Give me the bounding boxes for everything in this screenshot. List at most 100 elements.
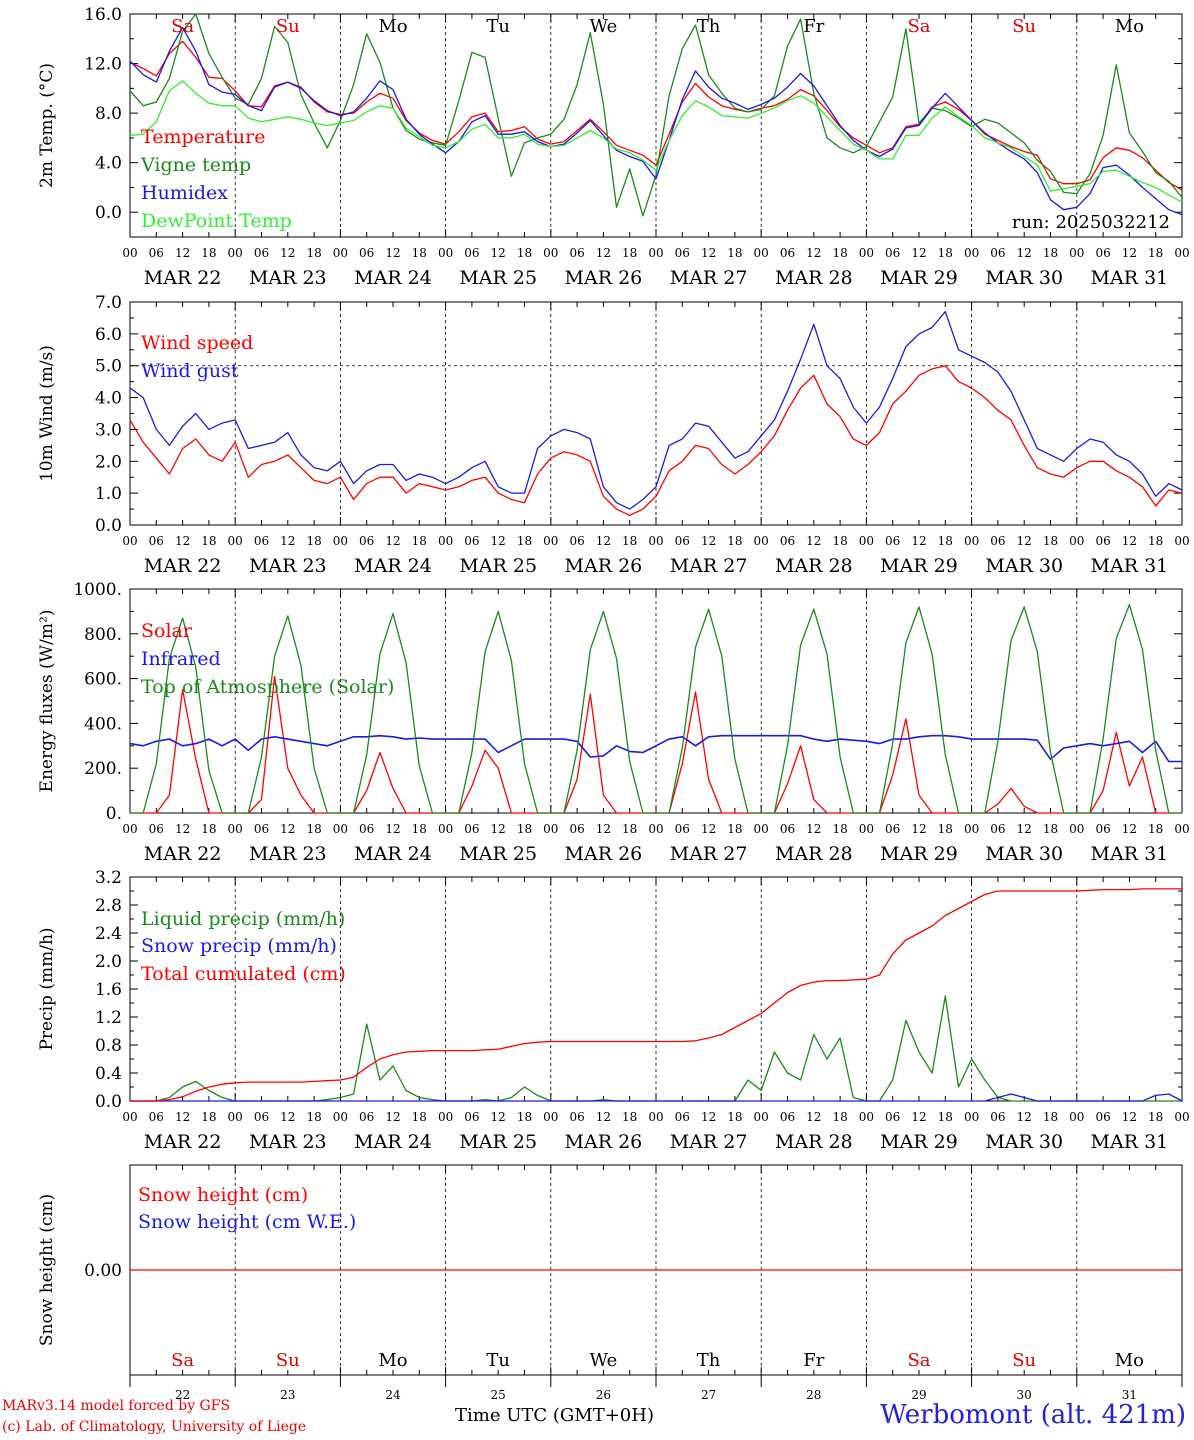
weekday-label: Sa [907, 16, 930, 37]
legend-entry: Wind gust [141, 360, 239, 382]
x-tick-label: 18 [201, 822, 216, 836]
x-tick-label: 06 [1095, 246, 1110, 260]
y-axis-label: Snow height (cm) [37, 1194, 57, 1346]
weekday-label: Mo [378, 16, 407, 37]
x-tick-label: 00 [333, 822, 348, 836]
x-tick-label: 00 [648, 534, 663, 548]
x-tick-label: 00 [754, 534, 769, 548]
weekday-label: Fr [803, 16, 824, 37]
x-tick-label: 06 [359, 1110, 374, 1124]
x-tick-label: 18 [412, 246, 427, 260]
date-label: MAR 24 [354, 1131, 432, 1153]
x-tick-label: 18 [622, 822, 637, 836]
y-tick-label: 1.0 [95, 484, 122, 504]
x-tick-label: 18 [412, 534, 427, 548]
x-tick-label: 06 [359, 246, 374, 260]
x-tick-label: 00 [438, 822, 453, 836]
date-label: MAR 22 [144, 267, 222, 289]
x-tick-label: 18 [1043, 534, 1058, 548]
x-tick-label: 00 [1069, 822, 1084, 836]
x-tick-label: 00 [122, 246, 137, 260]
x-tick-label: 06 [1095, 534, 1110, 548]
x-tick-label: 18 [517, 1110, 532, 1124]
x-tick-label: 06 [464, 1110, 479, 1124]
x-tick-label: 06 [675, 1110, 690, 1124]
y-axis-label: 2m Temp. (°C) [37, 63, 57, 188]
x-tick-label: 12 [491, 1110, 506, 1124]
y-tick-label: 2.8 [95, 896, 122, 916]
x-tick-label: 12 [175, 534, 190, 548]
x-tick-label: 06 [1095, 1110, 1110, 1124]
x-tick-label: 00 [859, 1110, 874, 1124]
x-tick-label: 00 [543, 534, 558, 548]
x-tick-label: 12 [701, 534, 716, 548]
y-tick-label: 0.0 [95, 203, 122, 223]
legend-entry: Snow precip (mm/h) [141, 935, 337, 957]
day-number-label: 27 [701, 1388, 716, 1402]
series-line-1 [129, 365, 1183, 517]
date-label: MAR 26 [565, 555, 643, 577]
x-tick-label: 12 [1017, 534, 1032, 548]
x-tick-label: 12 [280, 822, 295, 836]
y-tick-label: 3.0 [95, 420, 122, 440]
x-tick-label: 18 [306, 246, 321, 260]
x-tick-label: 12 [806, 246, 821, 260]
x-tick-label: 00 [1174, 246, 1189, 260]
x-tick-label: 12 [701, 1110, 716, 1124]
date-label: MAR 26 [565, 267, 643, 289]
x-tick-label: 00 [964, 534, 979, 548]
x-tick-label: 00 [859, 822, 874, 836]
legend-entry: Snow height (cm) [138, 1184, 308, 1206]
date-label: MAR 30 [985, 555, 1063, 577]
date-label: MAR 27 [670, 1131, 748, 1153]
x-tick-label: 12 [385, 246, 400, 260]
time-axis-label: Time UTC (GMT+0H) [455, 1405, 654, 1426]
x-tick-label: 00 [333, 534, 348, 548]
x-tick-label: 12 [491, 246, 506, 260]
day-number-label: 22 [175, 1388, 190, 1402]
date-label: MAR 22 [144, 843, 222, 865]
date-label: MAR 28 [775, 1131, 853, 1153]
y-tick-label: 600. [84, 670, 122, 690]
x-tick-label: 00 [228, 246, 243, 260]
x-tick-label: 06 [885, 246, 900, 260]
panel-3: 0. 200. 400. 600. 800. 1000. Energy fluxes (W/… [37, 580, 1190, 865]
x-tick-label: 18 [1148, 246, 1163, 260]
x-tick-label: 12 [596, 1110, 611, 1124]
x-tick-label: 06 [254, 1110, 269, 1124]
x-tick-label: 06 [675, 534, 690, 548]
y-tick-label: 7.0 [95, 293, 122, 313]
date-label: MAR 31 [1091, 267, 1169, 289]
date-label: MAR 30 [985, 1131, 1063, 1153]
x-tick-label: 06 [675, 822, 690, 836]
x-tick-label: 18 [727, 822, 742, 836]
x-tick-label: 12 [491, 822, 506, 836]
x-tick-label: 12 [175, 246, 190, 260]
x-tick-label: 06 [254, 822, 269, 836]
x-tick-label: 06 [990, 822, 1005, 836]
x-tick-label: 12 [1017, 822, 1032, 836]
x-tick-label: 06 [780, 534, 795, 548]
x-tick-label: 12 [911, 246, 926, 260]
x-tick-label: 06 [780, 822, 795, 836]
day-number-label: 30 [1017, 1388, 1032, 1402]
date-label: MAR 29 [880, 267, 958, 289]
day-number-label: 24 [385, 1388, 401, 1402]
date-label: MAR 23 [249, 843, 327, 865]
x-tick-label: 00 [333, 246, 348, 260]
y-tick-label: 0.0 [95, 516, 122, 536]
x-tick-label: 18 [727, 1110, 742, 1124]
lab-credit: (c) Lab. of Climatology, University of L… [2, 1419, 307, 1435]
weekday-label: Mo [1115, 16, 1144, 37]
x-tick-label: 18 [306, 1110, 321, 1124]
weekday-label: Su [1012, 16, 1036, 37]
x-tick-label: 12 [596, 246, 611, 260]
x-tick-label: 18 [832, 246, 847, 260]
x-tick-label: 12 [280, 1110, 295, 1124]
x-tick-label: 18 [306, 534, 321, 548]
x-tick-label: 06 [464, 822, 479, 836]
y-tick-label: 1.2 [95, 1008, 122, 1028]
x-tick-label: 12 [596, 534, 611, 548]
y-tick-label: 0.0 [95, 1092, 122, 1112]
x-tick-label: 00 [1069, 1110, 1084, 1124]
